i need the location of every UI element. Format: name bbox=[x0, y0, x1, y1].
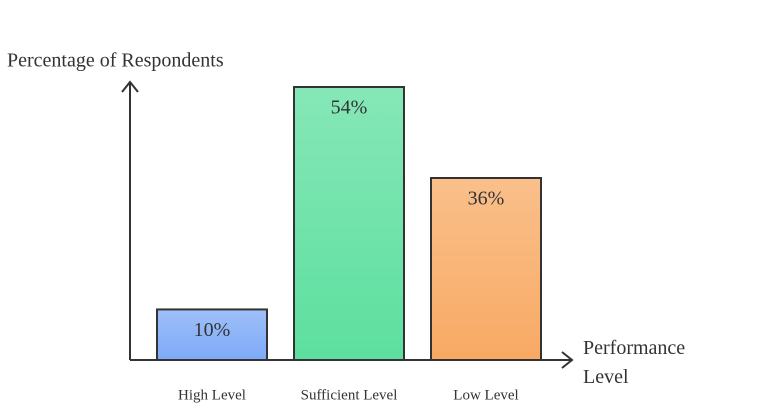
x-tick-label: Sufficient Level bbox=[301, 387, 398, 403]
x-axis-title: Performance Level bbox=[583, 337, 686, 388]
value-label: 10% bbox=[194, 319, 231, 341]
x-tick-label: High Level bbox=[178, 387, 246, 403]
value-label: 36% bbox=[468, 188, 505, 210]
y-axis-title: Percentage of Respondents bbox=[7, 50, 224, 72]
bar-shine bbox=[295, 88, 403, 359]
bar-shine bbox=[158, 310, 266, 359]
x-tick-label: Low Level bbox=[453, 387, 518, 403]
y-axis bbox=[121, 80, 139, 360]
bar-shine bbox=[432, 179, 540, 359]
value-label: 54% bbox=[331, 97, 368, 119]
